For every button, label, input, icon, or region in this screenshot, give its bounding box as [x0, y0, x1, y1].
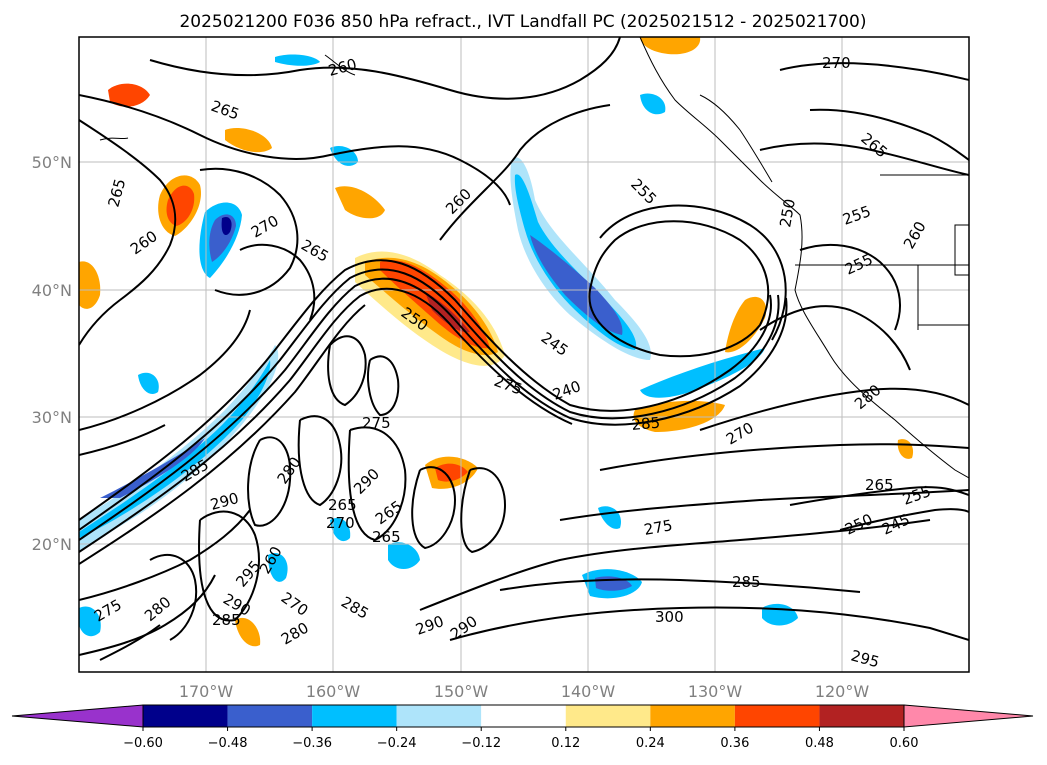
positive-anomaly-sw	[235, 617, 261, 647]
contour-label: 270	[822, 54, 851, 72]
colorbar-tick-label: 0.12	[551, 736, 580, 751]
lat-tick-label: 40°N	[32, 281, 72, 300]
negative-anomaly-west	[138, 372, 159, 395]
contour-label: 285	[631, 414, 661, 434]
negative-anomaly-jet-south	[640, 348, 765, 398]
colorbar-swatch	[819, 705, 904, 727]
colorbar-swatch	[312, 705, 397, 727]
positive-anomaly-west-core	[166, 185, 195, 226]
negative-anomaly-west-stripe-mid	[79, 360, 271, 538]
latitude-labels: 50°N 40°N 30°N 20°N	[32, 153, 72, 554]
map-gridlines	[79, 37, 969, 672]
lat-tick-label: 20°N	[32, 535, 72, 554]
colorbar-tick-label: −0.60	[123, 736, 163, 751]
lon-tick-label: 160°W	[306, 682, 361, 701]
map-background	[79, 37, 969, 672]
contour-label: 275	[643, 516, 674, 539]
colorbar-swatch	[565, 705, 651, 727]
refractivity-contours	[79, 37, 969, 661]
colorbar-swatch	[650, 705, 735, 727]
negative-anomaly-band	[510, 157, 651, 360]
negative-anomaly-subtropic	[388, 542, 420, 569]
contour-label: 300	[655, 608, 684, 626]
colorbar-tick-label: 0.24	[636, 736, 665, 751]
lon-tick-label: 140°W	[561, 682, 616, 701]
negative-anomaly-subtrop2	[330, 518, 351, 542]
positive-anomaly-edge	[79, 261, 101, 309]
colorbar-swatch	[227, 705, 313, 727]
shaded-fields	[79, 37, 914, 647]
positive-anomaly-subtropic-core	[435, 463, 468, 482]
contour-label: 275	[362, 414, 391, 432]
contour-label: 265	[865, 476, 894, 494]
contour-label: 270	[326, 514, 355, 532]
positive-anomaly-ne	[225, 128, 272, 153]
contour-label: 285	[732, 573, 761, 591]
contour-label: 285	[212, 611, 241, 629]
negative-anomaly-top	[275, 54, 320, 66]
negative-anomaly-sw	[79, 606, 101, 637]
colorbar-swatch	[734, 705, 820, 727]
negative-anomaly-band-core	[530, 235, 623, 335]
colorbar-tick-label: 0.36	[720, 736, 749, 751]
lon-tick-label: 150°W	[434, 682, 489, 701]
colorbar-tick-label: 0.48	[805, 736, 834, 751]
colorbar: −0.60 −0.48 −0.36 −0.24 −0.12 0.12 0.24 0.36 0.4…	[11, 704, 1034, 751]
contour-label: 250	[776, 197, 799, 228]
positive-anomaly-coast	[725, 296, 767, 353]
positive-anomaly-nw	[108, 83, 150, 107]
positive-anomaly-north	[335, 186, 385, 219]
colorbar-tick-label: −0.24	[377, 736, 417, 751]
colorbar-swatch	[481, 705, 566, 727]
colorbar-extend-low	[11, 704, 144, 728]
colorbar-tick-label: −0.12	[461, 736, 501, 751]
lon-tick-label: 120°W	[815, 682, 870, 701]
negative-anomaly-nw-peak	[221, 216, 232, 236]
lon-tick-label: 170°W	[179, 682, 234, 701]
map-frame	[78, 36, 970, 673]
colorbar-tick-label: 0.60	[890, 736, 919, 751]
colorbar-outline	[142, 704, 905, 728]
positive-anomaly-30n	[633, 400, 725, 432]
longitude-labels: 170°W 160°W 150°W 140°W 130°W 120°W	[179, 682, 870, 701]
colorbar-swatch	[396, 705, 482, 727]
colorbar-tick-label: −0.48	[208, 736, 248, 751]
negative-anomaly-alaska	[640, 93, 666, 115]
colorbar-extend-high	[903, 704, 1034, 728]
map-title: 2025021200 F036 850 hPa refract., IVT La…	[179, 12, 866, 32]
map-panel: 260 270 265 265 260 270 260 265 255 250 …	[79, 37, 969, 672]
contour-label: 265	[372, 528, 401, 546]
negative-anomaly-sw2	[268, 552, 288, 582]
lat-tick-label: 50°N	[32, 153, 72, 172]
positive-anomaly-gulf	[640, 37, 701, 55]
colorbar-tick-label: −0.36	[292, 736, 332, 751]
lon-tick-label: 130°W	[688, 682, 743, 701]
lat-tick-label: 30°N	[32, 408, 72, 427]
colorbar-swatch	[143, 705, 228, 727]
contour-label: 265	[328, 496, 357, 514]
